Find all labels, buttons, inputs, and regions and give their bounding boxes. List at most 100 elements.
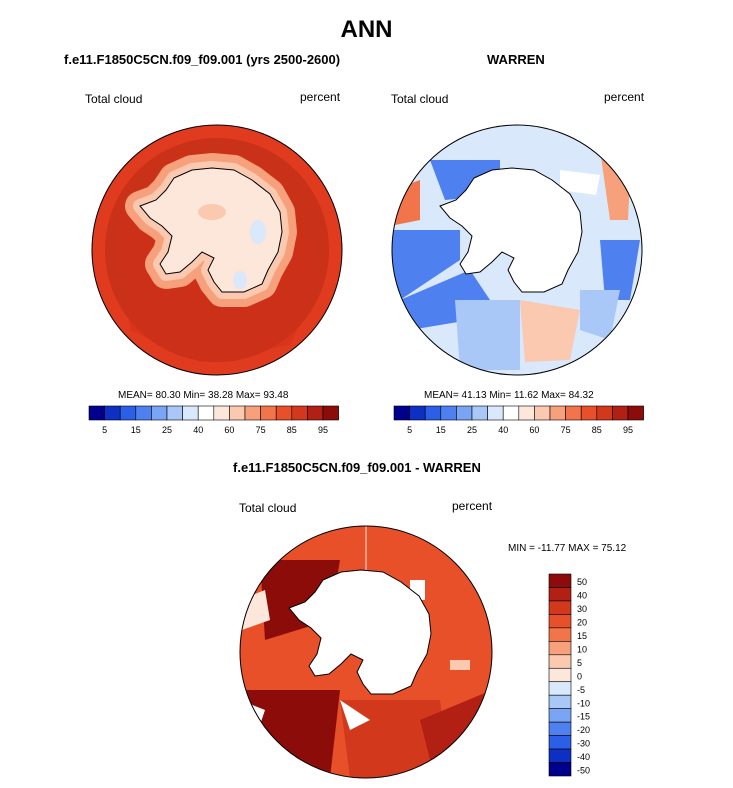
difference-colorbar-tick-label: 15 [577,631,587,641]
difference-colorbar-box-5 [548,641,572,656]
panel1-map-border [91,124,343,376]
panel1-colorbar-box-6 [182,405,199,421]
panel1-colorbar-box-15 [322,405,339,421]
panel1-colorbar-tick-label: 25 [162,425,172,435]
panel3-units-label: percent [452,499,493,513]
panel1-colorbar-tick-label: 85 [287,425,297,435]
panel1-colorbar-box-14 [307,405,324,421]
difference-colorbar-box-6 [548,654,572,669]
panel2-run-title: WARREN [487,52,545,67]
panel1-colorbar-tick-label: 40 [193,425,203,435]
difference-colorbar-tick-label: 10 [577,644,587,654]
panel2-units-label: percent [604,90,645,104]
panel2-colorbar-box-8 [518,405,535,421]
difference-colorbar-box-0 [548,573,572,588]
panel3-variable-label: Total cloud [239,501,297,515]
figure-title: ANN [340,16,393,43]
difference-colorbar-box-3 [548,614,572,629]
panel1-colorbar: 5 15 25 40 60 75 85 95 [88,405,339,435]
panel1-colorbar-box-8 [213,405,230,421]
difference-colorbar-tick-label: 5 [577,658,582,668]
difference-colorbar-box-8 [548,681,572,696]
panel1-units-label: percent [300,90,341,104]
panel2-map [392,125,642,375]
difference-colorbar-box-14 [548,762,572,777]
difference-colorbar-box-2 [548,600,572,615]
panel2-colorbar-box-14 [612,405,629,421]
panel2-map-border [391,124,643,376]
panel2-stats: MEAN= 41.13 Min= 11.62 Max= 84.32 [424,390,594,401]
panel2-colorbar-tick-label: 5 [407,425,412,435]
difference-colorbar-box-13 [548,748,572,763]
panel1-colorbar-tick-label: 60 [224,425,234,435]
panel2-colorbar-box-12 [580,405,598,421]
difference-colorbar-tick-label: -10 [577,698,590,708]
difference-colorbar-tick-label: -40 [577,752,590,762]
difference-colorbar-box-10 [548,708,572,723]
panel1-colorbar-box-3 [135,405,152,421]
panel1-colorbar-box-13 [291,405,308,421]
panel1-stats: MEAN= 80.30 Min= 38.28 Max= 93.48 [118,390,289,401]
panel1-colorbar-box-4 [151,405,168,421]
panel1-colorbar-box-0 [88,405,105,421]
panel1-colorbar-box-12 [275,405,293,421]
panel2-colorbar-box-9 [534,405,551,421]
difference-colorbar-tick-label: 40 [577,591,587,601]
panel1-colorbar-box-10 [244,405,261,421]
difference-colorbar-box-4 [548,627,572,642]
panel2-colorbar-box-0 [393,405,410,421]
difference-colorbar-box-11 [548,721,572,736]
panel1-colorbar-box-9 [229,405,246,421]
panel2-colorbar-box-2 [424,405,442,421]
panel2-colorbar-box-6 [487,405,504,421]
difference-colorbar-tick-label: 30 [577,604,587,614]
panel1-variable-label: Total cloud [85,92,143,106]
panel2-colorbar-tick-label: 60 [529,425,539,435]
panel1-colorbar-tick-label: 15 [131,425,141,435]
panel1-map [92,125,342,375]
panel1-colorbar-tick-label: 5 [102,425,107,435]
panel2-colorbar-tick-label: 75 [561,425,571,435]
panel2-colorbar-box-11 [565,405,582,421]
panel1-colorbar-box-2 [119,405,137,421]
difference-colorbar-tick-label: -30 [577,739,590,749]
panel2-colorbar-box-1 [409,405,426,421]
panel3-stats: MIN = -11.77 MAX = 75.12 [508,543,627,554]
difference-colorbar-tick-label: -5 [577,685,585,695]
difference-colorbar-tick-label: 20 [577,617,587,627]
panel1-colorbar-tick-label: 95 [318,425,328,435]
difference-colorbar-box-1 [548,587,572,602]
difference-colorbar-tick-label: -15 [577,712,590,722]
panel1-colorbar-box-7 [197,405,215,421]
panel2-colorbar-box-15 [627,405,644,421]
difference-colorbar-box-9 [548,694,572,709]
difference-colorbar-tick-label: -50 [577,766,590,776]
panel2-colorbar-tick-label: 85 [592,425,602,435]
difference-colorbar-tick-label: 50 [577,577,587,587]
panel2-colorbar-tick-label: 25 [467,425,477,435]
difference-colorbar-tick-label: 0 [577,671,582,681]
panel1-colorbar-box-1 [104,405,121,421]
panel3-map-border [239,525,493,779]
difference-colorbar-tick-label: -20 [577,725,590,735]
panel2-colorbar-tick-label: 95 [623,425,633,435]
panel2-colorbar-box-7 [502,405,520,421]
panel2-colorbar-box-10 [549,405,566,421]
panel2-colorbar-box-5 [471,405,488,421]
panel1-colorbar-box-11 [260,405,277,421]
panel2-colorbar-box-13 [596,405,613,421]
panel1-colorbar-tick-label: 75 [256,425,266,435]
panel2-colorbar: 5 15 25 40 60 75 85 95 [393,405,644,435]
panel1-run-title: f.e11.F1850C5CN.f09_f09.001 (yrs 2500-26… [64,52,341,67]
difference-colorbar-box-12 [548,735,572,750]
difference-colorbar-box-7 [548,667,572,683]
panel2-colorbar-tick-label: 40 [498,425,508,435]
panel1-colorbar-box-5 [166,405,183,421]
panel2-colorbar-box-3 [440,405,457,421]
panel2-colorbar-tick-label: 15 [436,425,446,435]
panel3-map [240,526,492,778]
panel2-variable-label: Total cloud [391,92,449,106]
panel2-colorbar-box-4 [456,405,473,421]
